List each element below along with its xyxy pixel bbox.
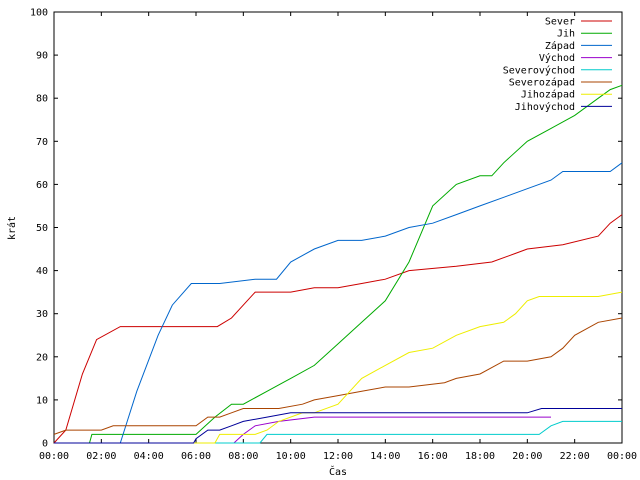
x-tick-label: 14:00	[370, 451, 400, 462]
x-tick-label: 18:00	[465, 451, 495, 462]
x-tick-label: 12:00	[323, 451, 353, 462]
series-line-jihovýchod	[54, 408, 622, 444]
series-line-severozápad	[53, 317, 623, 435]
y-tick-label: 0	[42, 439, 48, 450]
series-line-severovýchod	[54, 420, 622, 444]
x-tick-label: 20:00	[512, 451, 542, 462]
x-tick-label: 00:00	[39, 451, 69, 462]
series-line-západ	[54, 162, 623, 444]
y-tick-label: 30	[36, 309, 48, 320]
legend-label: Jih	[557, 29, 575, 40]
y-tick-label: 20	[36, 352, 48, 363]
y-tick-label: 70	[36, 137, 48, 148]
x-tick-label: 10:00	[276, 451, 306, 462]
y-tick-label: 90	[36, 51, 48, 62]
x-axis-label: Čas	[329, 465, 347, 478]
x-tick-label: 00:00	[607, 451, 637, 462]
x-tick-label: 08:00	[228, 451, 258, 462]
x-tick-label: 16:00	[418, 451, 448, 462]
y-axis-label: krát	[6, 216, 18, 240]
y-tick-label: 80	[36, 94, 48, 105]
y-tick-label: 100	[30, 8, 48, 19]
legend-label: Severozápad	[509, 77, 575, 89]
legend-label: Jihovýchod	[515, 101, 575, 113]
legend-label: Severovýchod	[503, 64, 575, 76]
legend-label: Jihozápad	[521, 89, 575, 101]
y-tick-label: 60	[36, 180, 48, 191]
y-tick-label: 10	[36, 395, 48, 406]
x-tick-label: 02:00	[86, 451, 116, 462]
x-tick-label: 06:00	[181, 451, 211, 462]
x-tick-label: 04:00	[134, 451, 164, 462]
x-tick-label: 22:00	[560, 451, 590, 462]
legend-label: Západ	[545, 40, 575, 52]
series-line-jihozápad	[54, 291, 623, 444]
y-tick-label: 50	[36, 223, 48, 234]
plot-area	[53, 11, 623, 444]
legend-label: Sever	[545, 17, 575, 28]
series-line-sever	[53, 214, 623, 444]
legend-label: Východ	[539, 52, 575, 64]
y-tick-label: 40	[36, 266, 48, 277]
